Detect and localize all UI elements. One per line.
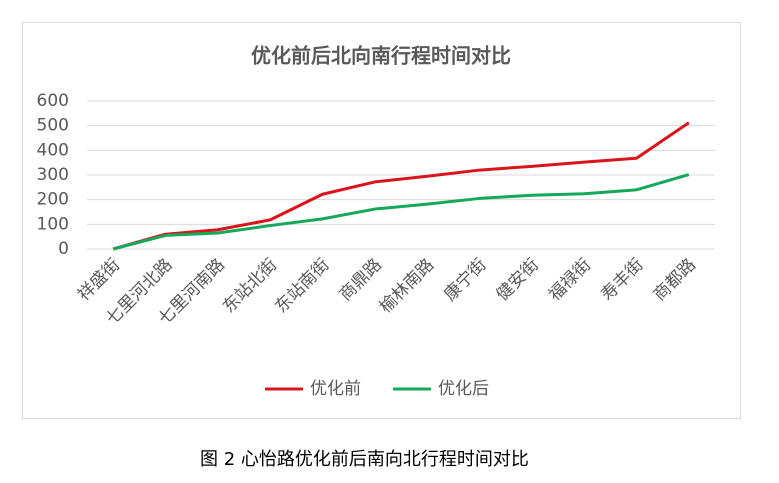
series-line xyxy=(112,121,690,251)
legend-label: 优化前 xyxy=(310,379,361,399)
y-tick-label: 0 xyxy=(58,239,69,259)
y-tick-label: 100 xyxy=(37,214,69,234)
chart-title: 优化前后北向南行程时间对比 xyxy=(251,44,511,68)
y-tick-label: 200 xyxy=(37,190,69,210)
y-tick-label: 400 xyxy=(37,140,69,160)
y-tick-label: 600 xyxy=(37,91,69,111)
series-line xyxy=(112,173,690,251)
legend-label: 优化后 xyxy=(438,379,489,399)
y-tick-label: 300 xyxy=(37,165,69,185)
chart-frame xyxy=(22,22,741,419)
caption: 图 2 心怡路优化前后南向北行程时间对比 xyxy=(200,449,529,470)
y-tick-label: 500 xyxy=(37,116,69,136)
